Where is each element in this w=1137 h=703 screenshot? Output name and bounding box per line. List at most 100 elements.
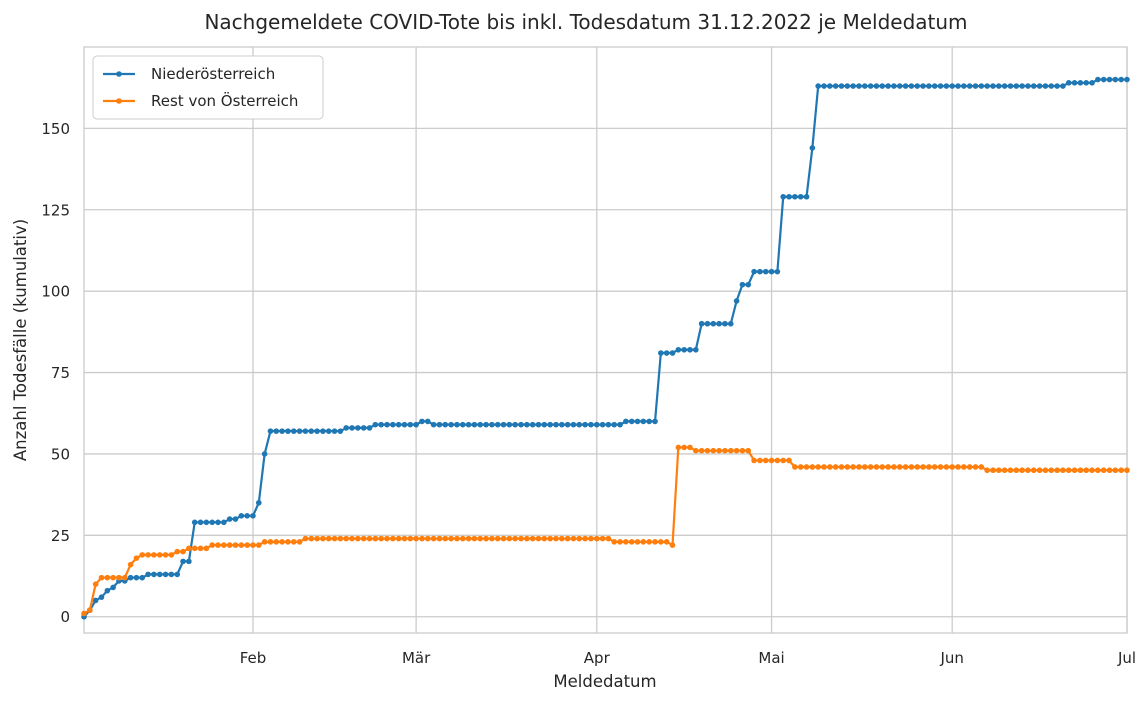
data-point bbox=[896, 464, 903, 470]
y-tick-label: 25 bbox=[51, 527, 70, 545]
data-point bbox=[628, 418, 635, 425]
data-point bbox=[448, 535, 454, 542]
data-point bbox=[1100, 467, 1107, 474]
data-point bbox=[1106, 467, 1113, 474]
data-point bbox=[978, 464, 985, 470]
data-point bbox=[803, 193, 810, 200]
data-point bbox=[727, 447, 734, 454]
data-point bbox=[611, 539, 618, 545]
data-point bbox=[320, 428, 326, 434]
data-point bbox=[972, 464, 979, 470]
data-point bbox=[197, 545, 204, 552]
data-point bbox=[698, 320, 705, 327]
data-point bbox=[174, 548, 181, 555]
legend-label-niederoesterreich: Niederösterreich bbox=[151, 65, 275, 83]
data-point bbox=[156, 552, 163, 558]
data-point bbox=[576, 535, 583, 542]
data-point bbox=[174, 571, 181, 578]
data-point bbox=[681, 444, 687, 451]
data-point bbox=[285, 428, 291, 434]
data-point bbox=[151, 571, 157, 578]
data-point bbox=[1060, 83, 1066, 89]
data-point bbox=[733, 447, 740, 454]
data-point bbox=[98, 574, 105, 581]
data-point bbox=[640, 539, 647, 545]
data-point bbox=[168, 571, 175, 578]
data-point bbox=[296, 539, 303, 545]
data-point bbox=[535, 421, 542, 428]
data-point bbox=[797, 464, 804, 470]
data-point bbox=[506, 421, 513, 428]
y-tick-label: 150 bbox=[41, 120, 70, 138]
data-point bbox=[395, 535, 402, 542]
data-point bbox=[430, 421, 437, 428]
data-point bbox=[384, 421, 390, 428]
data-point bbox=[669, 350, 676, 356]
data-point bbox=[273, 428, 280, 434]
data-point bbox=[955, 464, 961, 470]
data-point bbox=[524, 535, 530, 542]
data-point bbox=[92, 597, 99, 604]
data-point bbox=[401, 421, 408, 428]
data-point bbox=[477, 421, 484, 428]
data-point bbox=[984, 467, 990, 474]
data-point bbox=[570, 535, 577, 542]
data-point bbox=[873, 83, 880, 89]
data-point bbox=[203, 519, 210, 526]
data-point bbox=[593, 421, 600, 428]
data-point bbox=[419, 418, 425, 425]
data-point bbox=[896, 83, 903, 89]
data-point bbox=[757, 268, 763, 275]
data-point bbox=[914, 464, 921, 470]
data-point bbox=[675, 444, 682, 451]
data-point bbox=[559, 535, 565, 542]
data-point bbox=[390, 535, 396, 542]
data-point bbox=[529, 421, 536, 428]
data-point bbox=[920, 464, 926, 470]
data-point bbox=[139, 552, 146, 558]
data-point bbox=[821, 83, 827, 89]
data-point bbox=[780, 193, 787, 200]
data-point bbox=[104, 574, 111, 581]
data-point bbox=[151, 552, 157, 558]
data-point bbox=[588, 421, 594, 428]
data-point bbox=[809, 464, 816, 470]
data-point bbox=[827, 83, 833, 89]
data-point bbox=[867, 83, 874, 89]
data-point bbox=[658, 539, 664, 545]
data-point bbox=[617, 539, 623, 545]
data-point bbox=[1118, 467, 1124, 474]
data-point bbox=[710, 447, 717, 454]
data-point bbox=[1060, 467, 1066, 474]
data-point bbox=[926, 83, 932, 89]
data-point bbox=[529, 535, 536, 542]
data-point bbox=[232, 516, 239, 522]
data-point bbox=[949, 464, 955, 470]
data-point bbox=[966, 83, 973, 89]
data-point bbox=[1065, 80, 1072, 86]
data-point bbox=[768, 457, 775, 464]
data-point bbox=[908, 83, 915, 89]
plot-frame bbox=[83, 46, 1128, 634]
data-point bbox=[751, 268, 757, 275]
data-point bbox=[343, 425, 350, 431]
data-point bbox=[844, 83, 851, 89]
data-point bbox=[267, 539, 274, 545]
data-point bbox=[483, 421, 489, 428]
data-point bbox=[856, 83, 862, 89]
data-point bbox=[617, 421, 623, 428]
data-point bbox=[931, 83, 938, 89]
data-point bbox=[454, 421, 460, 428]
data-point bbox=[314, 535, 320, 542]
data-point bbox=[337, 535, 344, 542]
data-point bbox=[605, 535, 612, 542]
data-point bbox=[465, 535, 472, 542]
data-point bbox=[733, 298, 740, 304]
data-point bbox=[704, 320, 711, 327]
data-point bbox=[838, 464, 845, 470]
data-point bbox=[1019, 467, 1025, 474]
data-point bbox=[832, 464, 839, 470]
data-point bbox=[290, 539, 297, 545]
data-point bbox=[518, 535, 524, 542]
